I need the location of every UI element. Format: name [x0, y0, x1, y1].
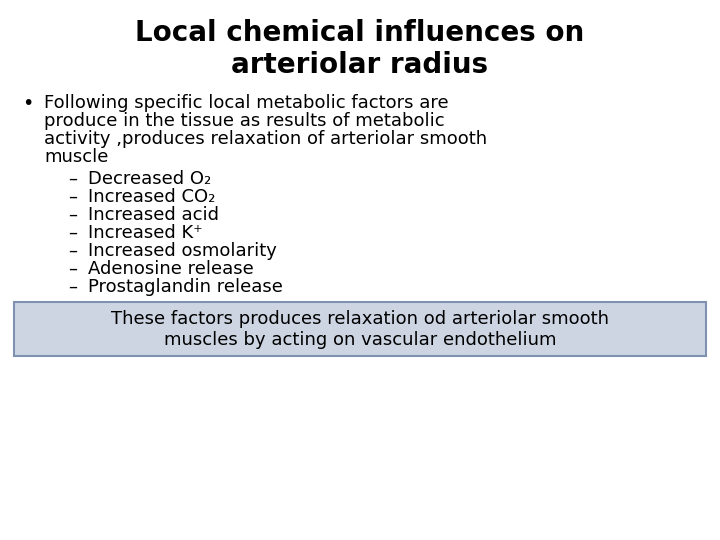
Text: –: –	[68, 260, 77, 278]
Text: Prostaglandin release: Prostaglandin release	[88, 278, 283, 296]
Text: Increased osmolarity: Increased osmolarity	[88, 242, 277, 260]
Text: –: –	[68, 224, 77, 242]
Text: muscle: muscle	[44, 148, 109, 166]
Text: –: –	[68, 278, 77, 296]
Text: produce in the tissue as results of metabolic: produce in the tissue as results of meta…	[44, 112, 445, 130]
Text: Increased acid: Increased acid	[88, 206, 219, 224]
Text: •: •	[22, 94, 33, 113]
Text: Adenosine release: Adenosine release	[88, 260, 253, 278]
Text: –: –	[68, 242, 77, 260]
Text: –: –	[68, 206, 77, 224]
Text: activity ,produces relaxation of arteriolar smooth: activity ,produces relaxation of arterio…	[44, 130, 487, 148]
Text: Increased K⁺: Increased K⁺	[88, 224, 202, 242]
Text: muscles by acting on vascular endothelium: muscles by acting on vascular endotheliu…	[163, 331, 557, 349]
Text: Increased CO₂: Increased CO₂	[88, 188, 215, 206]
Text: Following specific local metabolic factors are: Following specific local metabolic facto…	[44, 94, 449, 112]
Text: Local chemical influences on: Local chemical influences on	[135, 19, 585, 47]
FancyBboxPatch shape	[14, 302, 706, 356]
Text: –: –	[68, 188, 77, 206]
Text: Decreased O₂: Decreased O₂	[88, 170, 211, 188]
Text: –: –	[68, 170, 77, 188]
Text: These factors produces relaxation od arteriolar smooth: These factors produces relaxation od art…	[111, 310, 609, 328]
Text: arteriolar radius: arteriolar radius	[231, 51, 489, 79]
